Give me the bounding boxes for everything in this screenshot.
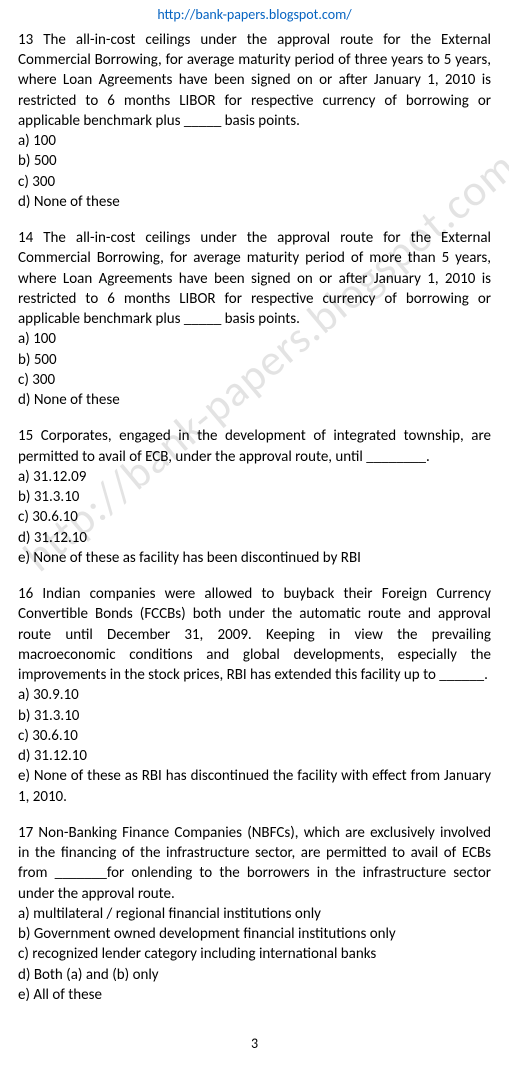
option-b: b) 500: [18, 151, 491, 171]
option-a: a) 100: [18, 131, 491, 151]
option-d: d) None of these: [18, 390, 491, 410]
question-text: 17 Non-Banking Finance Companies (NBFCs)…: [18, 823, 491, 904]
option-d: d) None of these: [18, 192, 491, 212]
option-c: c) 30.6.10: [18, 726, 491, 746]
page-number: 3: [18, 1035, 491, 1054]
question-17: 17 Non-Banking Finance Companies (NBFCs)…: [18, 823, 491, 1005]
option-a: a) 100: [18, 329, 491, 349]
option-b: b) 31.3.10: [18, 487, 491, 507]
question-text: 15 Corporates, engaged in the developmen…: [18, 426, 491, 467]
option-d: d) Both (a) and (b) only: [18, 965, 491, 985]
option-a: a) 30.9.10: [18, 685, 491, 705]
option-d: d) 31.12.10: [18, 528, 491, 548]
option-a: a) 31.12.09: [18, 467, 491, 487]
option-b: b) 500: [18, 350, 491, 370]
question-14: 14 The all-in-cost ceilings under the ap…: [18, 228, 491, 410]
option-b: b) Government owned development financia…: [18, 924, 491, 944]
question-13: 13 The all-in-cost ceilings under the ap…: [18, 30, 491, 212]
option-c: c) recognized lender category including …: [18, 944, 491, 964]
header-url: http://bank-papers.blogspot.com/: [18, 6, 491, 25]
option-c: c) 30.6.10: [18, 507, 491, 527]
question-text: 16 Indian companies were allowed to buyb…: [18, 584, 491, 685]
question-16: 16 Indian companies were allowed to buyb…: [18, 584, 491, 807]
question-15: 15 Corporates, engaged in the developmen…: [18, 426, 491, 568]
option-c: c) 300: [18, 370, 491, 390]
option-e: e) None of these as RBI has discontinued…: [18, 766, 491, 807]
option-c: c) 300: [18, 172, 491, 192]
option-a: a) multilateral / regional financial ins…: [18, 904, 491, 924]
question-text: 14 The all-in-cost ceilings under the ap…: [18, 228, 491, 329]
option-b: b) 31.3.10: [18, 706, 491, 726]
page-content: http://bank-papers.blogspot.com/ 13 The …: [18, 6, 491, 1054]
option-d: d) 31.12.10: [18, 746, 491, 766]
question-text: 13 The all-in-cost ceilings under the ap…: [18, 30, 491, 131]
option-e: e) All of these: [18, 985, 491, 1005]
option-e: e) None of these as facility has been di…: [18, 548, 491, 568]
